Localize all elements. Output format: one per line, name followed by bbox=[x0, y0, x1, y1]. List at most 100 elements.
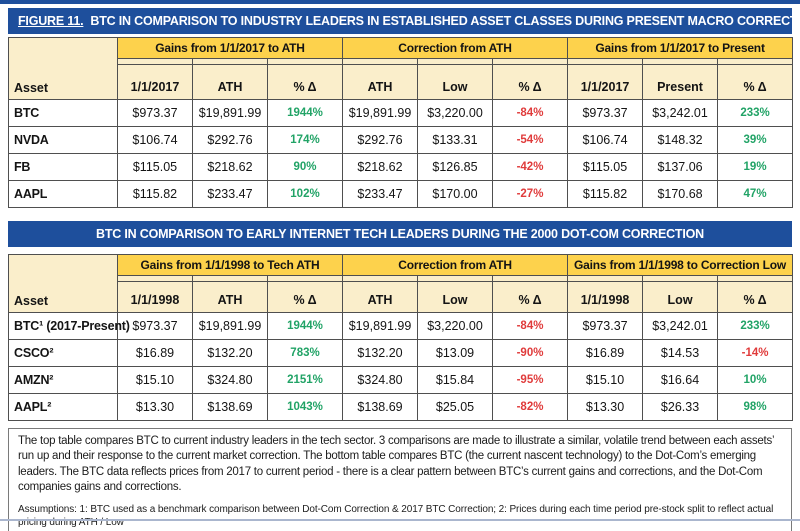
asset-name: CSCO² bbox=[8, 339, 118, 367]
column-header: % Δ bbox=[491, 64, 569, 100]
asset-name: AMZN² bbox=[8, 366, 118, 394]
dotcom-title-text: BTC IN COMPARISON TO EARLY INTERNET TECH… bbox=[96, 227, 704, 241]
price-cell: $132.20 bbox=[192, 339, 268, 367]
asset-column-header: Asset bbox=[8, 37, 118, 100]
price-cell: $973.37 bbox=[567, 312, 644, 340]
column-header: Low bbox=[642, 281, 719, 313]
column-header: 1/1/2017 bbox=[117, 64, 193, 100]
pct-change-cell: 1944% bbox=[267, 99, 343, 127]
notes-paragraph: The top table compares BTC to current in… bbox=[18, 435, 774, 494]
price-cell: $292.76 bbox=[342, 126, 418, 154]
price-cell: $170.68 bbox=[642, 180, 719, 208]
pct-change-cell: -42% bbox=[491, 153, 569, 181]
assumptions-text: Assumptions: 1: BTC used as a benchmark … bbox=[18, 503, 774, 528]
column-header-row: 1/1/1998 ATH% Δ ATH Low% Δ 1/1/1998 Low% Δ bbox=[9, 281, 794, 313]
pct-change-cell: 233% bbox=[717, 99, 794, 127]
pct-change-cell: 1043% bbox=[266, 393, 344, 421]
pct-change-cell: -27% bbox=[491, 180, 569, 208]
price-cell: $3,220.00 bbox=[417, 99, 493, 127]
dotcom-title-bar: BTC IN COMPARISON TO EARLY INTERNET TECH… bbox=[8, 221, 792, 247]
price-cell: $15.10 bbox=[567, 366, 644, 394]
column-header: % Δ bbox=[717, 281, 794, 313]
price-cell: $19,891.99 bbox=[192, 99, 268, 127]
column-header: ATH bbox=[342, 281, 419, 313]
notes-box: The top table compares BTC to current in… bbox=[8, 428, 792, 531]
group-header: Gains from 1/1/1998 to Tech ATH bbox=[116, 254, 344, 276]
figure-label: FIGURE 11. bbox=[18, 14, 84, 28]
asset-name: AAPL bbox=[8, 180, 118, 208]
group-header: Correction from ATH bbox=[342, 254, 569, 276]
price-cell: $233.47 bbox=[192, 180, 268, 208]
column-header: 1/1/2017 bbox=[567, 64, 644, 100]
group-header-row: Asset Gains from 1/1/1998 to Tech ATH Corr… bbox=[8, 254, 794, 313]
price-cell: $16.89 bbox=[567, 339, 644, 367]
price-cell: $324.80 bbox=[342, 366, 419, 394]
group-header-row: Asset Gains from 1/1/2017 to ATH Correctio… bbox=[8, 37, 794, 100]
column-header: 1/1/1998 bbox=[117, 281, 193, 313]
price-cell: $115.05 bbox=[567, 153, 644, 181]
column-header: % Δ bbox=[717, 64, 794, 100]
price-cell: $14.53 bbox=[642, 339, 719, 367]
price-cell: $324.80 bbox=[192, 366, 268, 394]
price-cell: $973.37 bbox=[117, 99, 193, 127]
price-cell: $13.30 bbox=[567, 393, 644, 421]
asset-name: FB bbox=[8, 153, 118, 181]
table-row: BTC¹ (2017-Present) $973.37 $19,891.99 1944… bbox=[8, 312, 794, 340]
pct-change-cell: 233% bbox=[717, 312, 794, 340]
column-header: % Δ bbox=[267, 64, 343, 100]
price-cell: $170.00 bbox=[417, 180, 493, 208]
group-header: Gains from 1/1/2017 to Present bbox=[567, 37, 794, 59]
pct-change-cell: 19% bbox=[717, 153, 794, 181]
price-cell: $13.30 bbox=[117, 393, 193, 421]
figure-11-title-bar: FIGURE 11. BTC IN COMPARISON TO INDUSTRY … bbox=[8, 8, 800, 34]
table-row: CSCO² $16.89 $132.20 783% $132.20 $13.09 -90% $… bbox=[8, 339, 794, 367]
table-row: NVDA $106.74 $292.76 174% $292.76 $133.31 -54%… bbox=[8, 126, 794, 154]
table-row: BTC $973.37 $19,891.99 1944% $19,891.99 $3,22… bbox=[8, 99, 794, 127]
price-cell: $138.69 bbox=[342, 393, 419, 421]
price-cell: $973.37 bbox=[567, 99, 644, 127]
column-header: Present bbox=[642, 64, 719, 100]
group-header: Gains from 1/1/2017 to ATH bbox=[117, 37, 343, 59]
column-header: % Δ bbox=[266, 281, 344, 313]
price-cell: $25.05 bbox=[417, 393, 494, 421]
pct-change-cell: -14% bbox=[717, 339, 794, 367]
pct-change-cell: 2151% bbox=[266, 366, 344, 394]
asset-name: NVDA bbox=[8, 126, 118, 154]
price-cell: $126.85 bbox=[417, 153, 493, 181]
top-border-strip bbox=[0, 0, 800, 4]
column-header: Low bbox=[417, 281, 494, 313]
dotcom-correction-table: Asset Gains from 1/1/1998 to Tech ATH Corr… bbox=[8, 254, 794, 421]
price-cell: $106.74 bbox=[117, 126, 193, 154]
price-cell: $19,891.99 bbox=[342, 99, 418, 127]
price-cell: $16.89 bbox=[117, 339, 193, 367]
pct-change-cell: 174% bbox=[267, 126, 343, 154]
table-row: AMZN² $15.10 $324.80 2151% $324.80 $15.84 -95%… bbox=[8, 366, 794, 394]
table-row: AAPL $115.82 $233.47 102% $233.47 $170.00 -27%… bbox=[8, 180, 794, 208]
price-cell: $19,891.99 bbox=[342, 312, 419, 340]
column-header: ATH bbox=[342, 64, 418, 100]
header-spacer-row bbox=[9, 275, 794, 282]
price-cell: $218.62 bbox=[192, 153, 268, 181]
pct-change-cell: 90% bbox=[267, 153, 343, 181]
asset-name: BTC bbox=[8, 99, 118, 127]
price-cell: $3,220.00 bbox=[417, 312, 494, 340]
pct-change-cell: -95% bbox=[492, 366, 569, 394]
price-cell: $115.82 bbox=[117, 180, 193, 208]
pct-change-cell: 102% bbox=[267, 180, 343, 208]
column-header: ATH bbox=[192, 64, 268, 100]
pct-change-cell: 39% bbox=[717, 126, 794, 154]
asset-name: BTC¹ (2017-Present) bbox=[8, 312, 130, 340]
price-cell: $148.32 bbox=[642, 126, 719, 154]
price-cell: $138.69 bbox=[192, 393, 268, 421]
pct-change-cell: -90% bbox=[492, 339, 569, 367]
price-cell: $292.76 bbox=[192, 126, 268, 154]
price-cell: $19,891.99 bbox=[192, 312, 268, 340]
group-header: Correction from ATH bbox=[341, 37, 569, 59]
price-cell: $26.33 bbox=[642, 393, 719, 421]
price-cell: $13.09 bbox=[417, 339, 494, 367]
column-header: ATH bbox=[192, 281, 268, 313]
pct-change-cell: 783% bbox=[266, 339, 344, 367]
price-cell: $115.82 bbox=[567, 180, 644, 208]
